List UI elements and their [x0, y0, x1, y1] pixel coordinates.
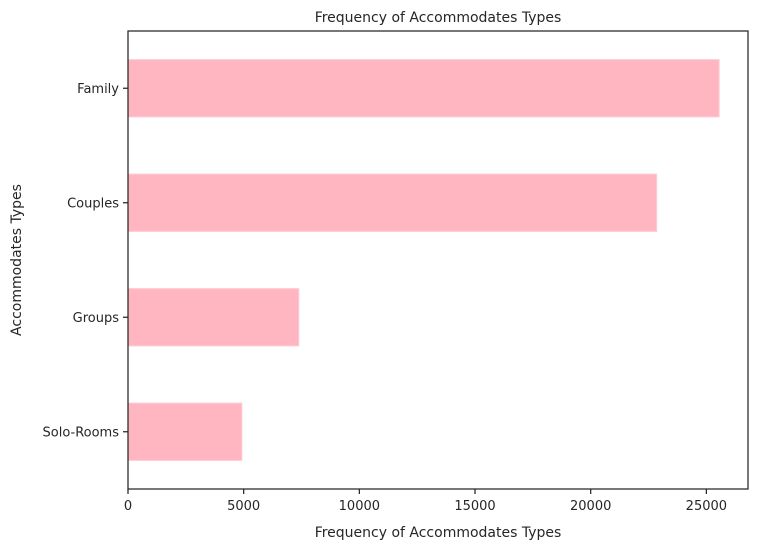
- y-axis-label: Accommodates Types: [9, 184, 25, 336]
- y-tick-label: Couples: [67, 196, 119, 211]
- x-tick-label: 20000: [570, 499, 611, 514]
- y-tick-label: Family: [77, 82, 119, 97]
- y-axis-ticks: Family Couples Groups Solo-Rooms: [43, 82, 128, 440]
- x-axis-label: Frequency of Accommodates Types: [315, 525, 562, 541]
- bar-solo-rooms: [127, 402, 243, 461]
- x-tick-label: 25000: [686, 499, 727, 514]
- x-tick-label: 5000: [227, 499, 260, 514]
- bars-group: [127, 59, 720, 461]
- plot-frame: [127, 30, 749, 490]
- x-axis-ticks: 0 5000 10000 15000 20000 25000: [124, 489, 727, 514]
- x-tick-label: 10000: [339, 499, 380, 514]
- x-tick-label: 0: [124, 499, 132, 514]
- bar-couples: [127, 173, 658, 232]
- y-tick-label: Groups: [73, 311, 120, 326]
- x-tick-label: 15000: [454, 499, 495, 514]
- bar-groups: [127, 288, 300, 347]
- bar-family: [127, 59, 720, 118]
- y-tick-label: Solo-Rooms: [43, 425, 120, 440]
- chart-title: Frequency of Accommodates Types: [315, 10, 562, 26]
